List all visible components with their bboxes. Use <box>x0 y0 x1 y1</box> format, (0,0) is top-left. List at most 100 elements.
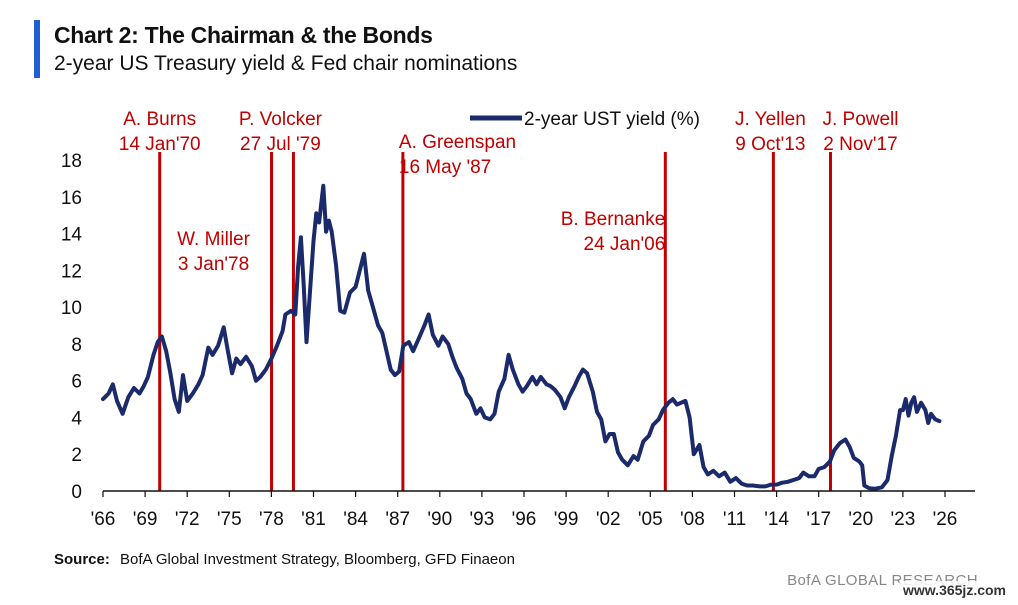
x-tick-label: '02 <box>596 509 621 530</box>
data-point <box>751 484 754 487</box>
data-point <box>613 433 615 435</box>
data-point <box>792 479 795 481</box>
x-tick-label: '69 <box>133 509 158 530</box>
data-point <box>371 304 374 307</box>
data-point <box>133 387 135 389</box>
data-point <box>431 333 434 336</box>
data-point <box>787 481 789 483</box>
event-date-label: 24 Jan'06 <box>584 234 666 255</box>
data-point <box>201 374 204 376</box>
data-point <box>802 471 805 474</box>
y-tick-label: 2 <box>71 445 82 466</box>
data-point <box>284 313 287 316</box>
data-point <box>798 477 800 479</box>
data-point <box>239 363 242 365</box>
data-point <box>517 383 520 386</box>
data-point <box>359 269 361 272</box>
data-point <box>718 475 720 478</box>
data-point <box>913 396 915 399</box>
data-point <box>281 330 284 332</box>
y-axis-ticks: 0 2 4 6 8 10 12 14 16 18 <box>61 151 83 503</box>
data-point <box>389 368 392 371</box>
x-tick-label: '23 <box>891 509 916 530</box>
data-point <box>497 390 500 393</box>
data-point <box>385 350 388 353</box>
source-note: Source: BofA Global Investment Strategy,… <box>54 551 515 568</box>
data-point <box>300 236 302 239</box>
data-point <box>441 335 444 338</box>
data-point <box>545 383 548 386</box>
data-point <box>600 418 602 421</box>
data-point <box>412 350 414 353</box>
data-point <box>339 309 341 312</box>
data-point <box>662 409 664 411</box>
event-date-label: 2 Nov'17 <box>823 134 897 155</box>
data-point <box>680 401 682 404</box>
data-point <box>535 383 538 386</box>
data-point <box>451 355 454 358</box>
data-point <box>531 376 534 378</box>
data-point <box>852 457 855 459</box>
event-date-label: 9 Oct'13 <box>735 134 805 155</box>
data-point <box>890 455 893 457</box>
data-point <box>657 418 660 421</box>
data-point <box>325 230 327 233</box>
data-point <box>758 485 761 488</box>
x-tick-label: '72 <box>175 509 200 530</box>
data-point <box>712 469 715 472</box>
data-point <box>559 396 562 399</box>
data-point <box>938 420 941 422</box>
data-point <box>632 455 635 457</box>
legend-label: 2-year UST yield (%) <box>524 109 700 130</box>
data-point <box>394 374 396 376</box>
data-point <box>165 350 167 353</box>
data-point <box>688 416 691 419</box>
x-tick-label: '11 <box>723 509 746 530</box>
event-name-label: W. Miller <box>177 229 251 250</box>
data-point <box>222 326 225 329</box>
data-point <box>270 357 273 360</box>
event-date-label: 14 Jan'70 <box>119 134 201 155</box>
data-point <box>608 433 611 435</box>
data-point <box>302 284 305 286</box>
x-tick-label: '75 <box>217 509 242 530</box>
data-point <box>817 468 820 470</box>
data-point <box>207 346 210 349</box>
data-point <box>173 398 176 400</box>
data-point <box>573 385 576 387</box>
data-point <box>349 291 351 294</box>
data-point <box>924 409 927 411</box>
data-point <box>881 486 883 489</box>
data-point <box>858 460 861 463</box>
data-point <box>489 418 492 421</box>
x-tick-label: '78 <box>259 509 284 530</box>
data-point <box>907 414 910 417</box>
data-point <box>107 392 110 395</box>
data-point <box>667 401 670 404</box>
event-lines: A. Burns 14 Jan'70 W. Miller 3 Jan'78 P. Vol… <box>119 109 899 491</box>
event-name-label: P. Volcker <box>239 109 323 130</box>
data-point <box>192 392 194 395</box>
data-point <box>363 252 365 255</box>
event-name-label: A. Greenspan <box>399 132 516 153</box>
data-point <box>723 471 726 474</box>
data-point <box>863 484 866 487</box>
data-point <box>503 378 506 380</box>
data-point <box>934 418 936 421</box>
data-point <box>121 412 124 415</box>
data-point <box>582 368 584 371</box>
data-point <box>693 453 695 456</box>
title-accent-bar <box>34 20 40 78</box>
data-point <box>910 401 913 404</box>
x-axis-ticks: '66 '69 '72 '75 '78 '81 '84 '87 '90 '93 '96 '99 '02 '… <box>91 491 957 530</box>
data-point <box>276 344 278 347</box>
data-point <box>465 392 468 395</box>
data-point <box>427 313 430 316</box>
x-tick-label: '20 <box>848 509 873 530</box>
data-point <box>469 398 472 400</box>
event-date-label: 16 May '87 <box>399 157 491 178</box>
data-point <box>343 311 346 314</box>
data-point <box>586 372 588 375</box>
